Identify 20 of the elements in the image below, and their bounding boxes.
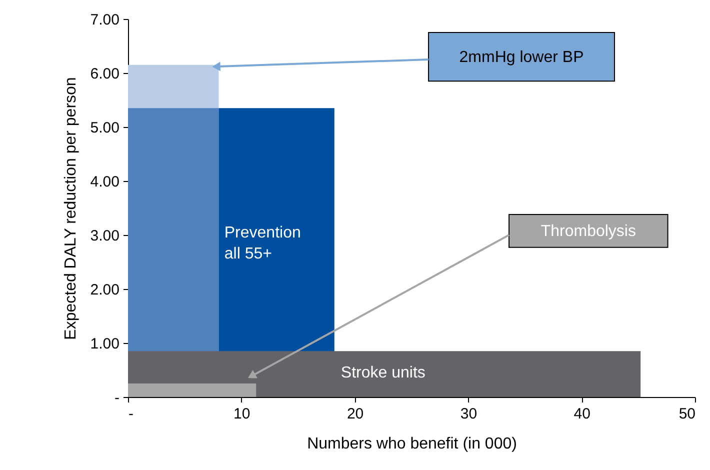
series-label: Prevention all 55+ [224,224,301,262]
y-tick-label: 4.00 [90,174,120,190]
y-tick-label: 1.00 [90,336,120,352]
x-axis-title: Numbers who benefit (in 000) [307,436,517,452]
series-label: Stroke units [340,364,426,382]
y-tick-label: 3.00 [90,228,120,244]
x-tick-label: 10 [234,406,250,422]
x-tick-label: 40 [574,406,590,422]
x-tick-label: 20 [346,406,364,422]
y-axis-title: Expected DALY reduction per person [62,77,80,340]
text: 2mmHg lower BP [459,48,584,66]
y-tick-label: 6.00 [90,66,120,82]
x-tick-label: 50 [678,406,696,422]
text: Thrombolysis [540,223,636,240]
y-tick-label: - [114,390,120,406]
y-tick-label: 7.00 [90,12,120,28]
y-tick-label: 2.00 [90,282,120,298]
x-tick-label: - [128,406,134,422]
x-tick-label: 30 [460,406,478,422]
y-tick-label: 5.00 [90,120,120,136]
